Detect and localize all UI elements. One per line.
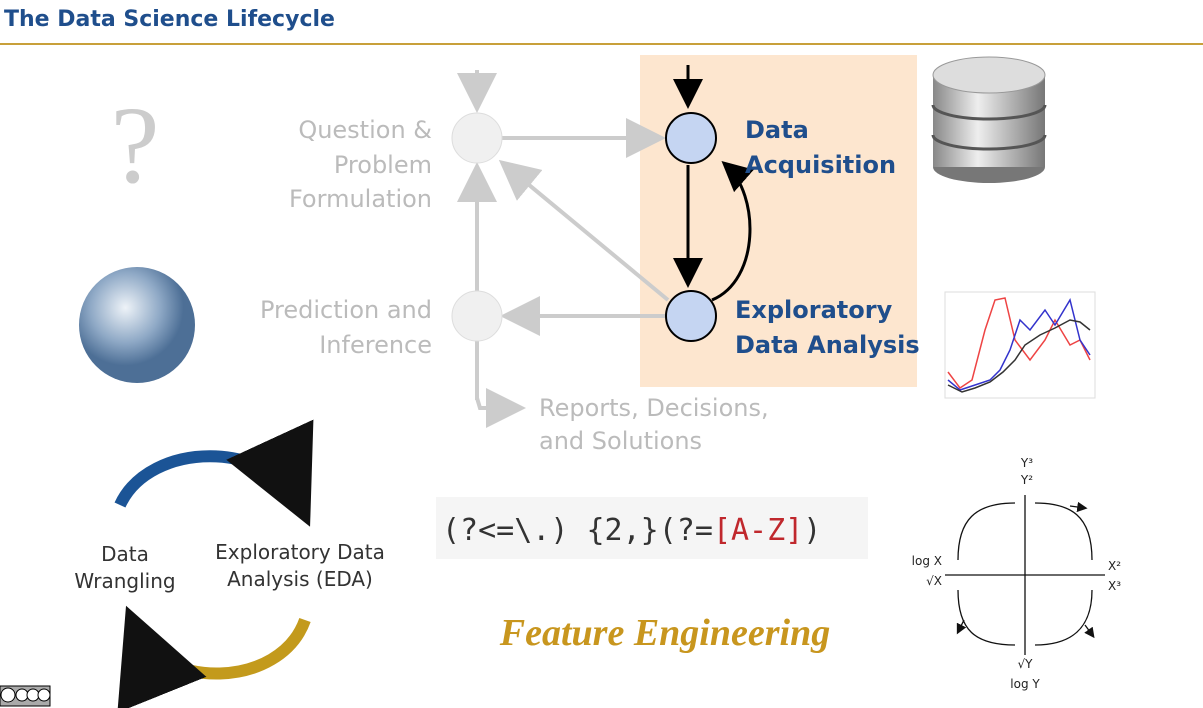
globe-icon	[79, 267, 195, 383]
text-line: √X	[926, 574, 942, 588]
cycle-arrow	[117, 605, 311, 708]
text-line: Prediction and	[260, 296, 432, 324]
label: Question & Problem Formulation	[289, 116, 432, 213]
black-arrows	[673, 65, 754, 302]
bulge-diagram	[945, 495, 1105, 655]
text-line: Reports, Decisions,	[539, 394, 769, 422]
regex-box	[436, 497, 868, 559]
text-line: Y³	[1020, 456, 1033, 470]
node	[451, 290, 503, 342]
text-line: X³	[1108, 579, 1121, 593]
cycle-arrow	[114, 419, 314, 527]
text-line: Formulation	[289, 185, 432, 213]
text-line: log X	[912, 554, 942, 568]
label: Exploratory Data Analysis (EDA)	[215, 540, 385, 591]
text-line: Question &	[298, 116, 432, 144]
text-line: Y²	[1020, 473, 1033, 487]
text-line: Data Analysis	[735, 331, 920, 359]
text-line: Inference	[319, 331, 432, 359]
text-line: Acquisition	[745, 151, 896, 179]
gray-arrows	[457, 70, 670, 428]
text-line: (?<=\.) {2,}(?=	[442, 513, 713, 548]
text-line: )	[803, 513, 821, 548]
text-line: Data	[745, 116, 809, 144]
text-line: Exploratory	[735, 296, 893, 324]
text-line: and Solutions	[539, 427, 702, 455]
text-line: log Y	[1010, 677, 1040, 691]
label: √Y log Y	[1010, 657, 1040, 691]
text-line: Data	[101, 542, 149, 566]
feature-title: Feature Engineering	[499, 612, 830, 654]
text-line: √Y	[1018, 657, 1034, 671]
text-line: Exploratory Data	[215, 540, 385, 564]
node	[451, 112, 503, 164]
label: Prediction and Inference	[260, 296, 432, 359]
text-line: Analysis (EDA)	[227, 567, 373, 591]
regex: (?<=\.) {2,}(?=[A-Z])	[442, 513, 821, 548]
text-line: [A-Z]	[713, 513, 803, 548]
question-icon: ?	[111, 84, 160, 206]
label: Exploratory Data Analysis	[735, 296, 920, 359]
text-line: Wrangling	[74, 569, 175, 593]
thumbnail-chart	[944, 291, 1096, 399]
label: Reports, Decisions, and Solutions	[539, 394, 769, 455]
text-line: X²	[1108, 559, 1121, 573]
license-badge	[0, 685, 51, 707]
database-icon	[931, 56, 1047, 183]
label: Data Wrangling	[74, 542, 175, 593]
title: The Data Science Lifecycle	[4, 7, 335, 32]
label: Y³ Y²	[1020, 456, 1033, 487]
label: Data Acquisition	[745, 116, 896, 179]
label: X² X³	[1108, 559, 1121, 593]
node	[665, 290, 717, 342]
text-line: Problem	[334, 151, 432, 179]
label: log X √X	[912, 554, 942, 588]
node	[665, 112, 717, 164]
